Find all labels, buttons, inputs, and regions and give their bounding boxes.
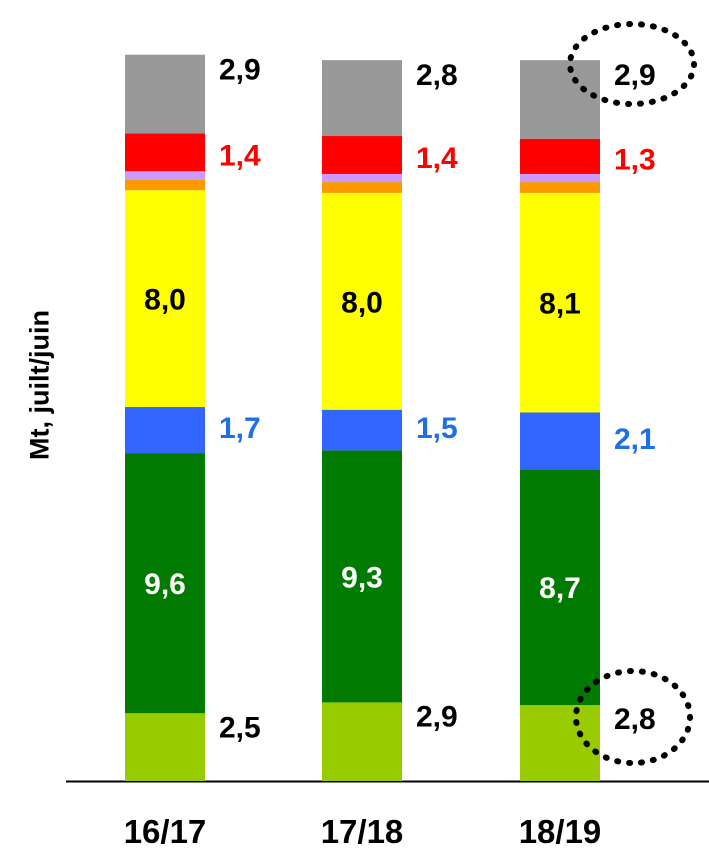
- bar-segment: [125, 54, 205, 134]
- x-tick-label: 16/17: [124, 813, 207, 849]
- data-label-box: [528, 567, 592, 608]
- data-label: 2,1: [614, 423, 656, 456]
- bar-segment: [125, 190, 205, 408]
- data-label: 9,3: [341, 561, 383, 594]
- bar-segment: [125, 713, 205, 781]
- bar-segment: [322, 182, 402, 193]
- bar-segment: [125, 133, 205, 172]
- data-label: 9,6: [144, 568, 186, 601]
- bar-segment: [322, 409, 402, 451]
- data-label-box: [133, 563, 197, 604]
- bar-segment: [520, 60, 600, 139]
- data-label: 2,8: [416, 59, 458, 92]
- data-label: 2,9: [614, 59, 656, 92]
- bar-segment: [520, 192, 600, 413]
- data-label: 1,4: [416, 142, 458, 175]
- bar-segment: [520, 138, 600, 174]
- bar-segment: [520, 182, 600, 193]
- bar-segment: [322, 192, 402, 410]
- data-label: 8,1: [539, 288, 581, 321]
- x-tick-label: 18/19: [519, 813, 602, 849]
- data-label-box: [330, 556, 394, 597]
- highlight-circle: [567, 21, 697, 107]
- data-label: 2,8: [614, 703, 656, 736]
- data-label: 2,5: [219, 711, 261, 744]
- highlight-circle: [573, 668, 693, 766]
- data-label: 1,4: [219, 139, 261, 172]
- bar-segment: [322, 173, 402, 183]
- bar-segment: [520, 412, 600, 470]
- bar-segment: [125, 171, 205, 180]
- bar-segment: [322, 60, 402, 137]
- data-label: 1,5: [416, 412, 458, 445]
- bar-segment: [125, 407, 205, 454]
- bar-segment: [125, 179, 205, 191]
- bar-segment: [322, 702, 402, 781]
- data-label: 8,0: [341, 286, 383, 319]
- bar-segment: [520, 173, 600, 183]
- x-tick-label: 17/18: [321, 813, 404, 849]
- bar-segment: [322, 136, 402, 174]
- data-label: 2,9: [416, 700, 458, 733]
- data-label: 8,0: [144, 284, 186, 317]
- data-label: 2,9: [219, 54, 261, 87]
- data-label: 8,7: [539, 572, 581, 605]
- data-label: 1,3: [614, 143, 656, 176]
- data-label: 1,7: [219, 412, 261, 445]
